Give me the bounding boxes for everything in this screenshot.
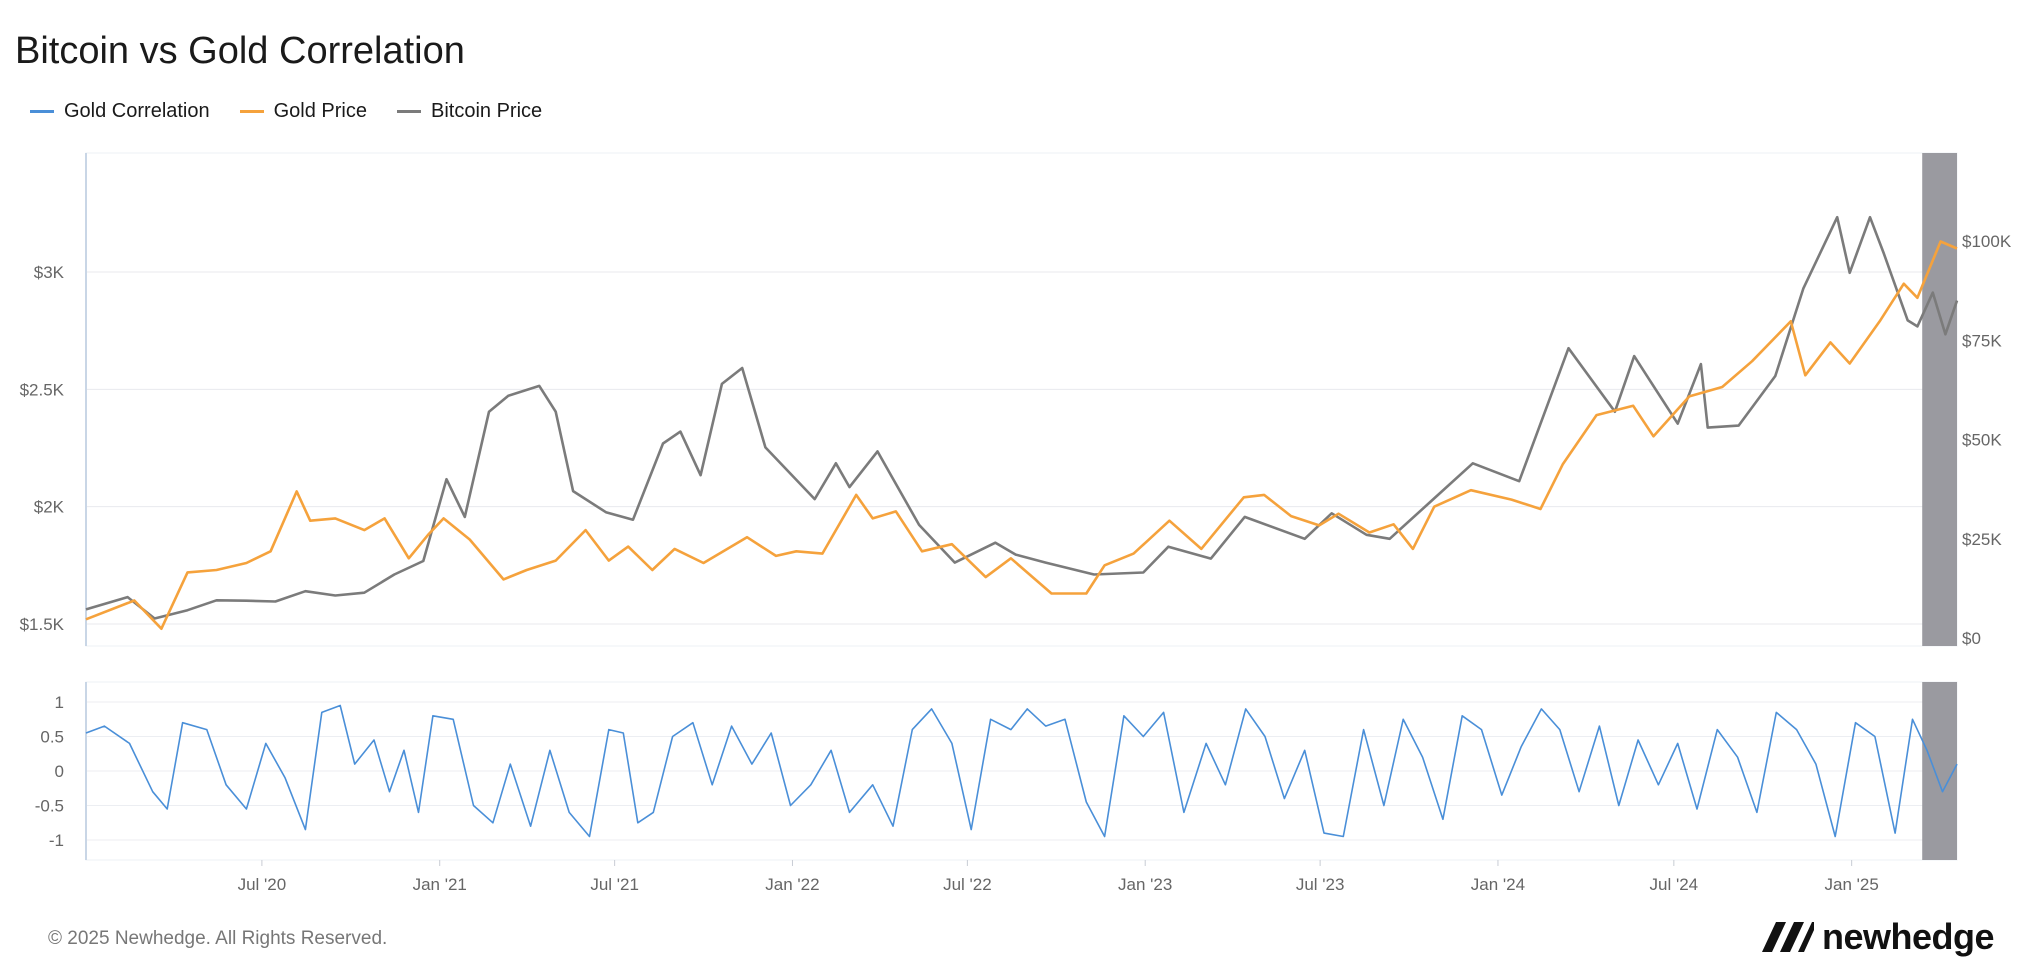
- y-corr-tick-label: -1: [49, 831, 64, 850]
- highlight-band-correlation: [1922, 682, 1957, 860]
- series-line-bitcoin-price: [85, 215, 1959, 620]
- x-tick-label: Jan '21: [413, 875, 467, 894]
- y-right-tick-label: $0: [1962, 629, 1981, 648]
- y-right-tick-label: $75K: [1962, 331, 2002, 350]
- y-left-tick-label: $2K: [34, 498, 65, 517]
- logo-text: newhedge: [1822, 916, 1995, 957]
- y-left-tick-label: $3K: [34, 263, 65, 282]
- y-corr-tick-label: 0.5: [40, 728, 64, 747]
- y-corr-tick-label: -0.5: [35, 797, 64, 816]
- legend-swatch-gold-correlation: [30, 110, 54, 113]
- legend-item-gold-price[interactable]: Gold Price: [239, 100, 367, 123]
- y-corr-tick-label: 1: [55, 693, 64, 712]
- chart-title: Bitcoin vs Gold Correlation: [15, 30, 465, 72]
- highlight-band-main: [1922, 153, 1957, 646]
- y-right-tick-label: $50K: [1962, 431, 2002, 450]
- x-tick-label: Jan '24: [1471, 875, 1525, 894]
- x-tick-label: Jan '25: [1825, 875, 1879, 894]
- legend-item-bitcoin-price[interactable]: Bitcoin Price: [397, 100, 542, 123]
- y-corr-tick-label: 0: [55, 762, 64, 781]
- newhedge-logo[interactable]: newhedge: [1762, 916, 1995, 958]
- x-tick-label: Jul '20: [238, 875, 287, 894]
- x-tick-label: Jul '24: [1650, 875, 1699, 894]
- x-tick-label: Jan '22: [765, 875, 819, 894]
- legend-swatch-bitcoin-price: [397, 110, 421, 113]
- legend-label-gold-price: Gold Price: [273, 100, 367, 122]
- newhedge-logo-icon: [1762, 922, 1814, 952]
- legend: Gold Correlation Gold Price Bitcoin Pric…: [30, 100, 542, 123]
- series-line-gold-correlation: [85, 704, 1958, 838]
- x-tick-label: Jan '23: [1118, 875, 1172, 894]
- legend-swatch-gold-price: [239, 110, 264, 113]
- y-right-tick-label: $100K: [1962, 232, 2012, 251]
- x-tick-label: Jul '21: [590, 875, 639, 894]
- x-tick-label: Jul '23: [1296, 875, 1345, 894]
- copyright-footer: © 2025 Newhedge. All Rights Reserved.: [48, 928, 388, 949]
- legend-label-gold-correlation: Gold Correlation: [64, 100, 210, 122]
- y-right-tick-label: $25K: [1962, 530, 2002, 549]
- y-left-tick-label: $2.5K: [20, 380, 65, 399]
- y-left-tick-label: $1.5K: [20, 615, 65, 634]
- main-plot-area: [85, 152, 1958, 647]
- series-line-gold-price: [85, 240, 1958, 630]
- x-tick-label: Jul '22: [943, 875, 992, 894]
- legend-label-bitcoin-price: Bitcoin Price: [431, 100, 543, 122]
- legend-item-gold-correlation[interactable]: Gold Correlation: [30, 100, 210, 123]
